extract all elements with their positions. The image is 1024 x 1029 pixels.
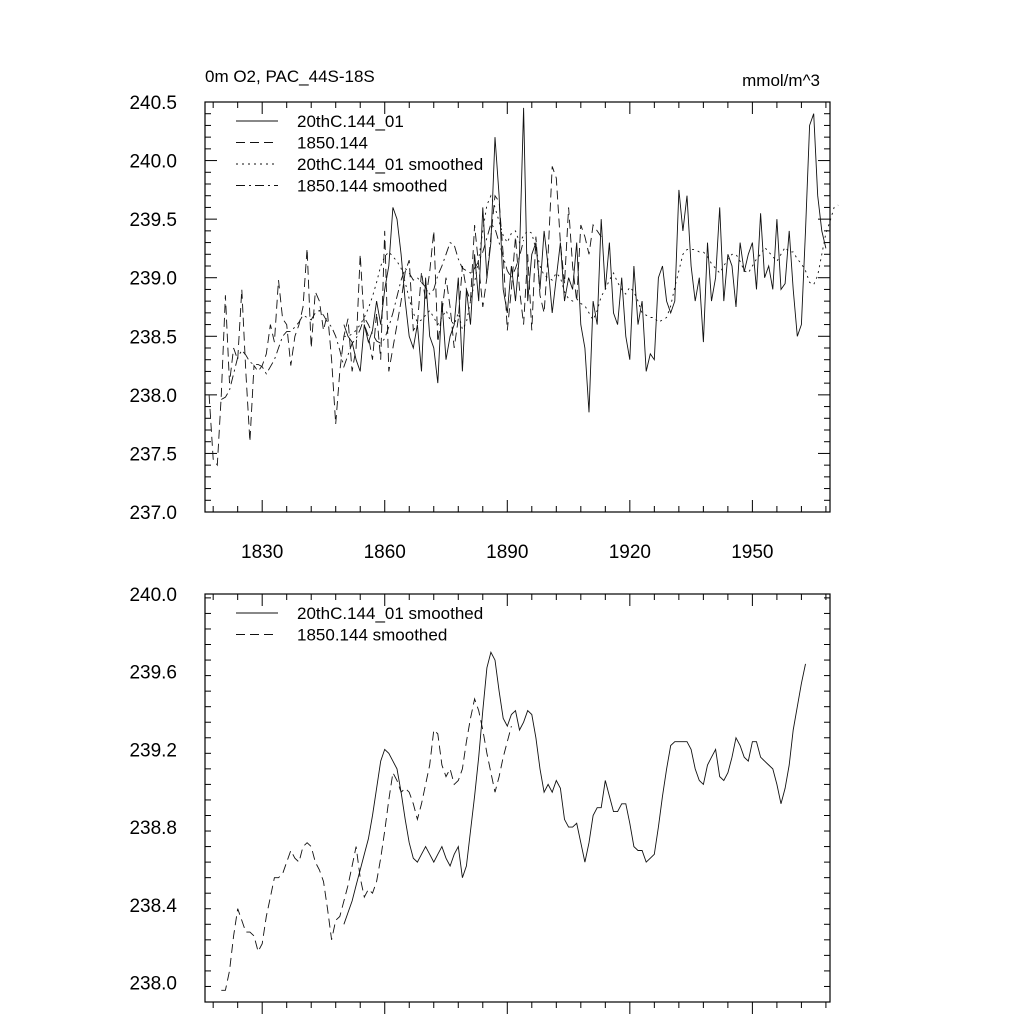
y-tick-label: 238.5 [129, 327, 177, 348]
y-tick-label: 237.0 [129, 503, 177, 524]
y-tick-label: 237.5 [129, 444, 177, 465]
legend-label: 20thC.144_01 smoothed [297, 155, 483, 174]
y-tick-label: 238.0 [129, 386, 177, 407]
plot-frame [204, 101, 831, 513]
x-tick-label: 1860 [364, 542, 406, 563]
series-line-2 [221, 697, 512, 991]
y-tick-label: 239.5 [129, 210, 177, 231]
chart-panel-2: 238.0 238.4 238.8 239.2 239.6 240.0 20thC.144_… [129, 585, 831, 1014]
series-line-4 [221, 222, 525, 400]
y-tick-label: 240.5 [129, 93, 177, 114]
series-line-2 [208, 166, 602, 467]
y-tick-label: 240.0 [129, 152, 177, 173]
x-tick-label: 1920 [609, 542, 651, 563]
x-tick-label: 1950 [731, 542, 773, 563]
y-tick-label: 238.8 [129, 818, 177, 839]
legend-label: 20thC.144_01 [297, 112, 404, 131]
y-tick-label: 239.0 [129, 269, 177, 290]
legend-label: 20thC.144_01 smoothed [297, 604, 483, 623]
y-tick-label: 239.2 [129, 740, 177, 761]
y-tick-label: 240.0 [129, 585, 177, 606]
legend-label: 1850.144 smoothed [297, 177, 447, 196]
y-tick-label: 238.4 [129, 896, 177, 917]
plot-frame [204, 593, 831, 1003]
chart-panel-1: 0m O2, PAC_44S-18S mmol/m^3 237.0 237.5 238.… [129, 67, 839, 563]
x-tick-label: 1830 [241, 542, 283, 563]
legend-label: 1850.144 smoothed [297, 626, 447, 645]
series-line-3 [343, 194, 839, 337]
y-tick-label: 239.6 [129, 663, 177, 684]
series-line-1 [343, 651, 806, 925]
chart-title: 0m O2, PAC_44S-18S [205, 67, 375, 86]
y-tick-label: 238.0 [129, 974, 177, 995]
chart-units: mmol/m^3 [742, 71, 820, 90]
legend-label: 1850.144 [297, 134, 368, 153]
series-line-1 [343, 107, 827, 413]
x-tick-label: 1890 [486, 542, 528, 563]
